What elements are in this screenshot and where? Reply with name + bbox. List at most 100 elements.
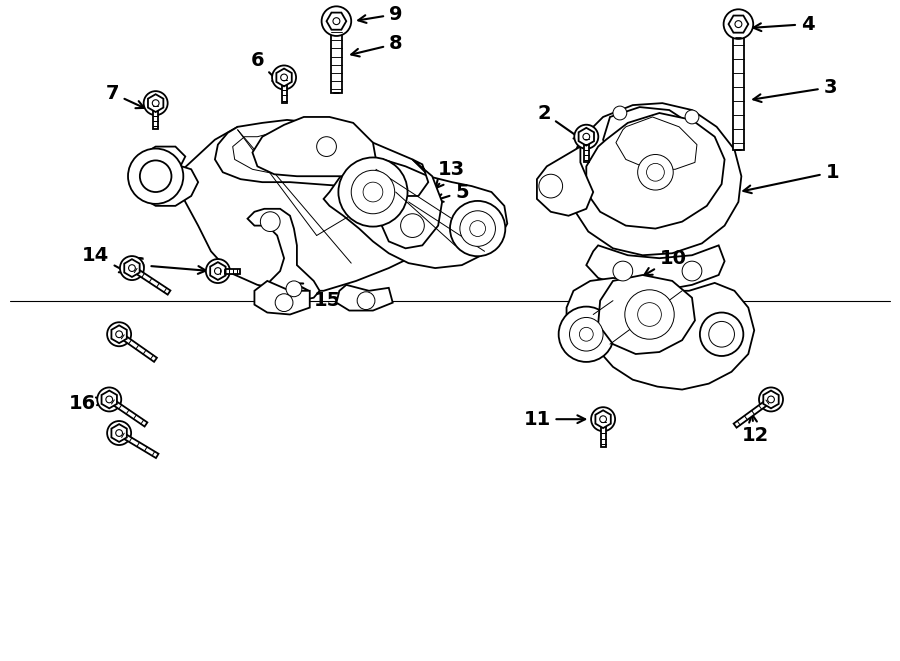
Polygon shape — [153, 103, 158, 129]
Text: 6: 6 — [132, 256, 206, 274]
Polygon shape — [566, 278, 754, 389]
Circle shape — [450, 201, 505, 256]
Polygon shape — [112, 325, 127, 343]
Circle shape — [768, 396, 774, 403]
Circle shape — [682, 261, 702, 281]
Circle shape — [107, 421, 131, 445]
Circle shape — [152, 100, 159, 106]
Polygon shape — [584, 137, 589, 163]
Polygon shape — [282, 77, 286, 103]
Circle shape — [638, 155, 673, 190]
Circle shape — [724, 9, 753, 39]
Circle shape — [275, 293, 293, 311]
Polygon shape — [327, 13, 346, 30]
Circle shape — [735, 20, 742, 28]
Text: 7: 7 — [105, 84, 144, 108]
Circle shape — [570, 317, 603, 351]
Polygon shape — [255, 281, 310, 315]
Circle shape — [583, 134, 590, 140]
Polygon shape — [324, 159, 508, 268]
Text: 2: 2 — [537, 104, 582, 139]
Polygon shape — [331, 28, 342, 93]
Polygon shape — [603, 107, 705, 173]
Polygon shape — [211, 262, 226, 280]
Text: 4: 4 — [753, 15, 814, 34]
Circle shape — [281, 74, 287, 81]
Circle shape — [646, 163, 664, 181]
Polygon shape — [381, 159, 442, 249]
Circle shape — [574, 125, 599, 149]
Polygon shape — [118, 431, 158, 458]
Circle shape — [351, 171, 395, 214]
Circle shape — [759, 387, 783, 411]
Polygon shape — [130, 266, 170, 295]
Circle shape — [97, 387, 122, 411]
Circle shape — [460, 211, 495, 247]
Circle shape — [206, 259, 230, 283]
Circle shape — [400, 214, 424, 237]
Polygon shape — [600, 419, 606, 447]
Circle shape — [357, 292, 375, 309]
Text: 1: 1 — [743, 163, 839, 193]
Circle shape — [613, 106, 626, 120]
Circle shape — [272, 65, 296, 89]
Text: 5: 5 — [435, 182, 469, 202]
Circle shape — [120, 256, 144, 280]
Polygon shape — [112, 424, 127, 442]
Polygon shape — [253, 117, 376, 176]
Text: 6: 6 — [251, 51, 281, 84]
Polygon shape — [215, 120, 373, 186]
Text: 15: 15 — [294, 284, 341, 310]
Circle shape — [106, 396, 112, 403]
Polygon shape — [148, 95, 164, 112]
Text: 16: 16 — [69, 394, 104, 413]
Circle shape — [613, 261, 633, 281]
Polygon shape — [118, 332, 157, 362]
Text: 9: 9 — [358, 5, 402, 24]
Polygon shape — [579, 128, 594, 145]
Polygon shape — [108, 397, 148, 426]
Circle shape — [539, 175, 562, 198]
Circle shape — [700, 313, 743, 356]
Circle shape — [333, 18, 340, 24]
Circle shape — [116, 331, 122, 338]
Polygon shape — [124, 259, 140, 277]
Polygon shape — [176, 127, 442, 291]
Text: 12: 12 — [742, 414, 769, 446]
Circle shape — [591, 407, 615, 431]
Circle shape — [144, 91, 167, 115]
Circle shape — [128, 149, 184, 204]
Circle shape — [625, 290, 674, 339]
Circle shape — [599, 416, 607, 422]
Circle shape — [638, 303, 662, 327]
Polygon shape — [733, 38, 743, 149]
Polygon shape — [102, 391, 117, 408]
Polygon shape — [728, 16, 748, 32]
Polygon shape — [598, 275, 695, 354]
Circle shape — [116, 430, 122, 436]
Polygon shape — [276, 69, 292, 87]
Circle shape — [580, 327, 593, 341]
Text: 14: 14 — [82, 246, 128, 272]
Polygon shape — [248, 209, 320, 301]
Text: 13: 13 — [436, 160, 465, 188]
Polygon shape — [586, 113, 724, 229]
Polygon shape — [537, 147, 593, 215]
Text: 10: 10 — [644, 249, 687, 276]
Circle shape — [685, 110, 699, 124]
Circle shape — [470, 221, 486, 237]
Polygon shape — [132, 147, 198, 206]
Polygon shape — [233, 130, 349, 176]
Polygon shape — [763, 391, 778, 408]
Polygon shape — [337, 285, 392, 311]
Text: 8: 8 — [351, 34, 402, 56]
Circle shape — [129, 264, 135, 272]
Text: 11: 11 — [524, 410, 585, 429]
Circle shape — [260, 212, 280, 231]
Circle shape — [140, 161, 172, 192]
Circle shape — [363, 182, 382, 202]
Polygon shape — [569, 103, 742, 255]
Polygon shape — [596, 410, 611, 428]
Circle shape — [338, 157, 408, 227]
Circle shape — [107, 323, 131, 346]
